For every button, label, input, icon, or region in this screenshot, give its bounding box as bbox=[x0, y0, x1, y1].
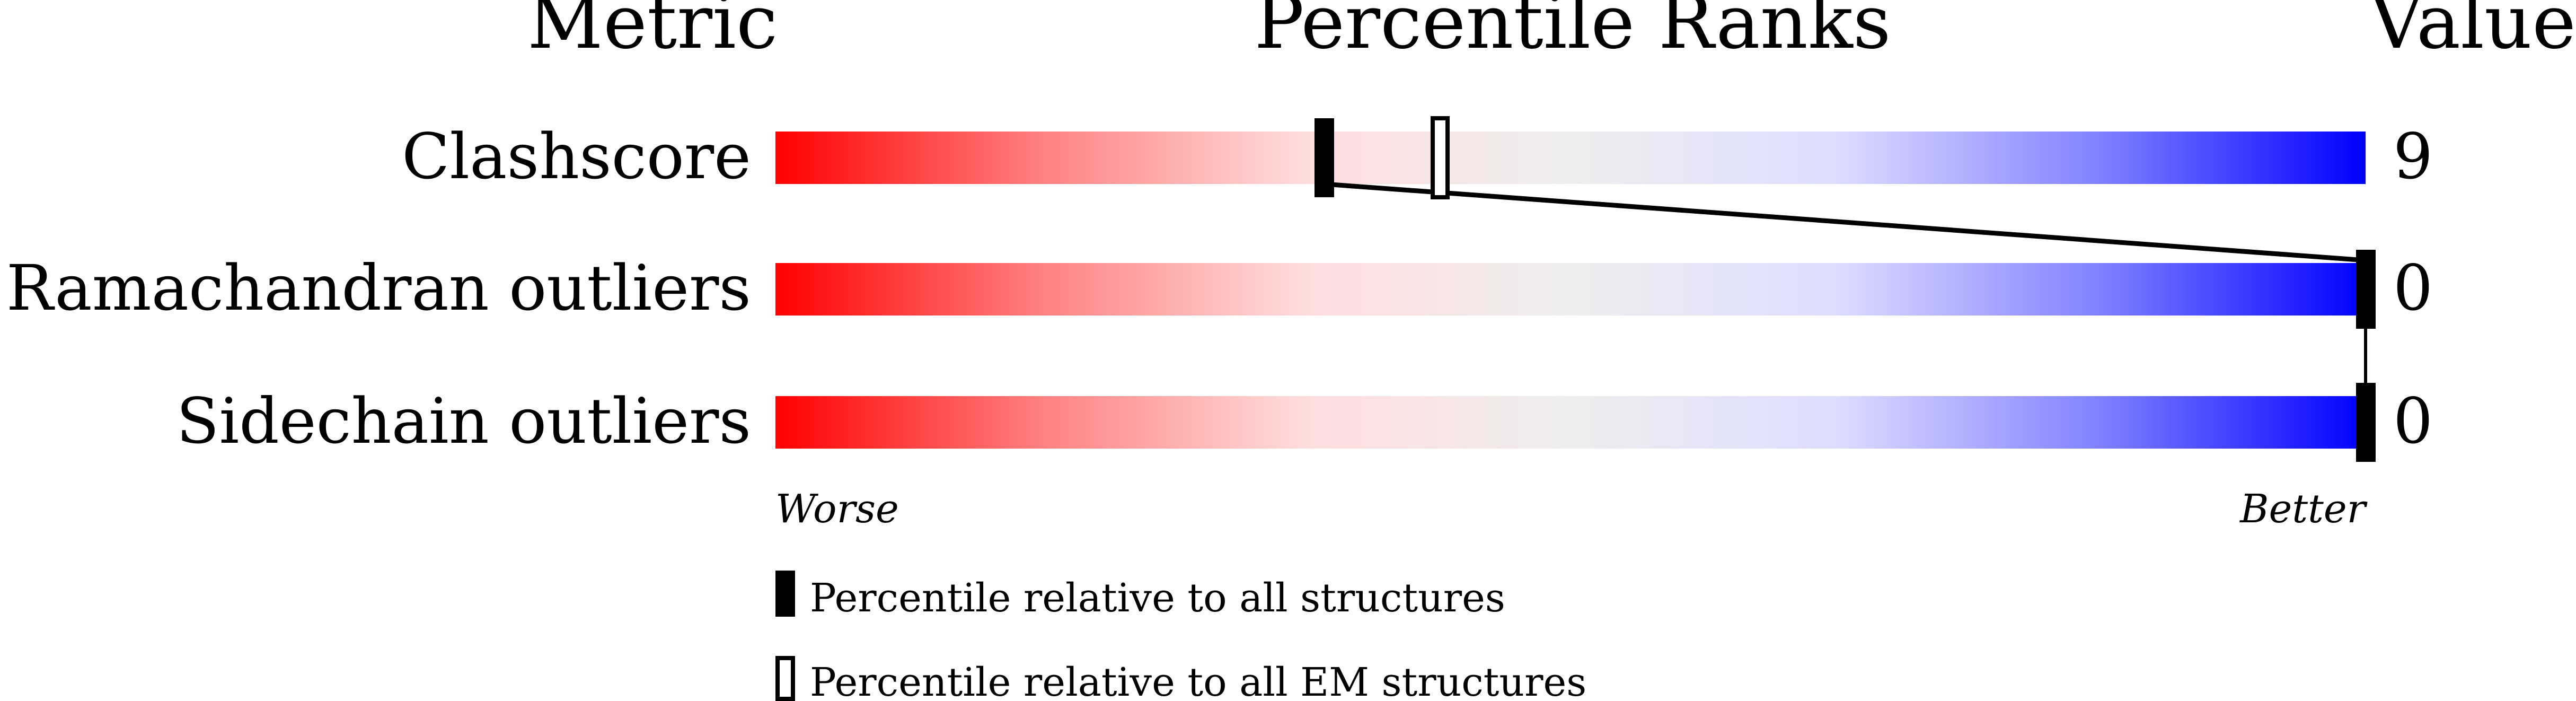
all-percentile-marker bbox=[2356, 250, 2376, 329]
legend-em-structures: Percentile relative to all EM structures bbox=[810, 660, 1586, 701]
percentile-bar bbox=[775, 132, 2366, 184]
percentile-bar bbox=[775, 396, 2366, 449]
all-percentile-marker bbox=[1315, 118, 1334, 197]
metric-label: Ramachandran outliers bbox=[6, 251, 751, 325]
all-percentile-marker bbox=[2356, 383, 2376, 462]
header-metric: Metric bbox=[527, 0, 778, 66]
legend-filled-marker-icon bbox=[775, 571, 795, 617]
better-label: Better bbox=[2239, 486, 2368, 532]
percentile-bar bbox=[775, 263, 2366, 316]
metric-label: Sidechain outliers bbox=[177, 384, 751, 458]
metric-value: 0 bbox=[2393, 251, 2433, 325]
metric-label: Clashscore bbox=[402, 120, 751, 193]
connector-line bbox=[1324, 181, 2366, 263]
worse-label: Worse bbox=[775, 486, 899, 532]
em-percentile-marker bbox=[1431, 116, 1450, 199]
header-percentile-ranks: Percentile Ranks bbox=[1254, 0, 1891, 66]
legend-open-marker-icon bbox=[775, 656, 795, 701]
header-value: Value bbox=[2368, 0, 2576, 66]
metric-value: 0 bbox=[2393, 384, 2433, 458]
legend-all-structures: Percentile relative to all structures bbox=[810, 575, 1505, 621]
metric-value: 9 bbox=[2393, 120, 2433, 193]
